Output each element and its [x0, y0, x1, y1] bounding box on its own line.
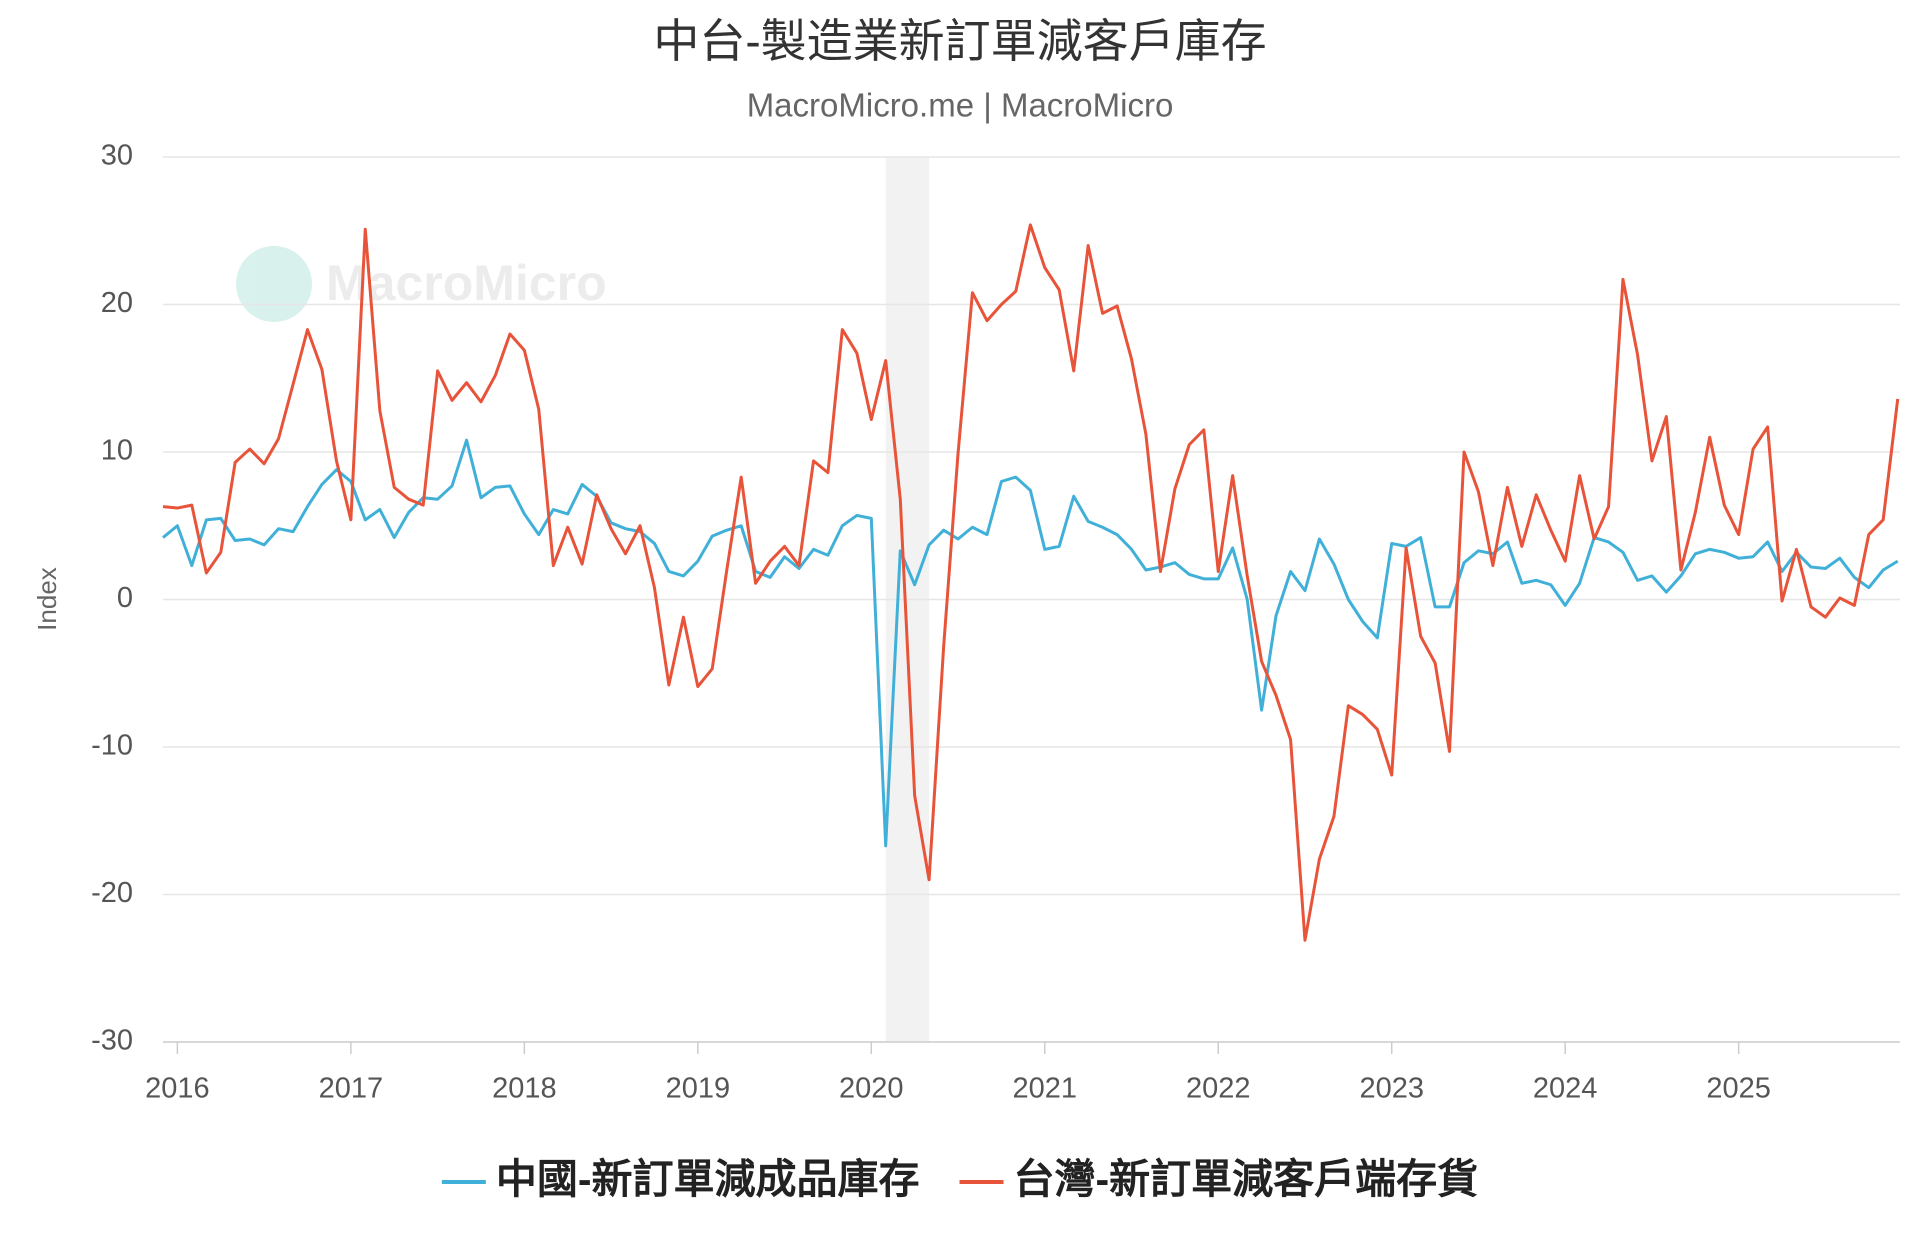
y-tick-label: -30: [91, 1025, 133, 1057]
x-tick-label: 2019: [666, 1073, 731, 1105]
legend-label: 台灣-新訂單減客戶端存貨: [1014, 1156, 1479, 1202]
chart-title: 中台-製造業新訂單減客戶庫存: [653, 15, 1266, 67]
legend: 中國-新訂單減成品庫存 台灣-新訂單減客戶端存貨: [441, 1156, 1479, 1202]
x-tick-label: 2021: [1013, 1073, 1078, 1105]
x-tick-label: 2017: [319, 1073, 384, 1105]
chart-subtitle: MacroMicro.me | MacroMicro: [747, 87, 1174, 124]
y-tick-label: -20: [91, 877, 133, 909]
x-tick-label: 2024: [1533, 1073, 1598, 1105]
y-tick-label: -10: [91, 730, 133, 762]
y-axis-label: Index: [32, 567, 62, 631]
legend-label: 中國-新訂單減成品庫存: [496, 1156, 920, 1202]
y-tick-label: 10: [101, 435, 133, 467]
x-tick-label: 2016: [145, 1073, 210, 1105]
watermark-text: MacroMicro: [326, 255, 607, 311]
x-tick-label: 2023: [1359, 1073, 1424, 1105]
y-tick-label: 0: [117, 582, 133, 614]
y-tick-label: 20: [101, 287, 133, 319]
x-tick-label: 2022: [1186, 1073, 1251, 1105]
x-tick-label: 2020: [839, 1073, 904, 1105]
y-tick-label: 30: [101, 140, 133, 172]
series-line: [162, 438, 1899, 848]
watermark-logo: [236, 246, 312, 322]
x-tick-label: 2018: [492, 1073, 557, 1105]
x-tick-label: 2025: [1706, 1073, 1771, 1105]
series-line: [162, 223, 1900, 942]
watermark: MacroMicro: [236, 246, 607, 322]
